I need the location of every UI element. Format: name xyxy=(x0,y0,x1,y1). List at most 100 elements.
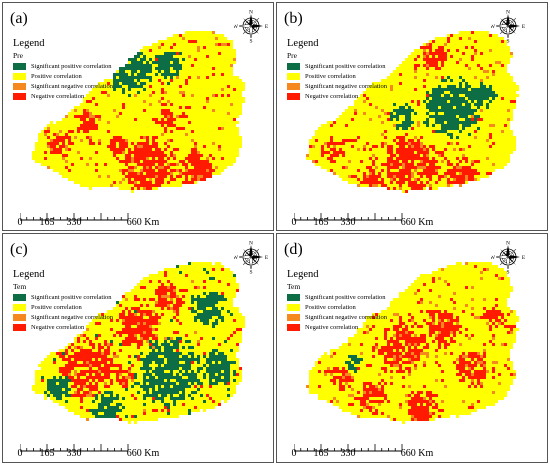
north-arrow-icon: N S W E xyxy=(490,240,526,276)
legend-item-label: Significant positive correlation xyxy=(31,294,112,301)
legend-item: Positive correlation xyxy=(287,72,387,81)
correlation-raster xyxy=(32,262,245,424)
legend-swatch xyxy=(13,63,26,70)
scale-label: 165 xyxy=(313,217,329,228)
legend-variable: Pre xyxy=(13,51,23,60)
legend-item-label: Significant negative correlation xyxy=(305,314,387,321)
compass-w-label: W xyxy=(234,255,239,261)
scale-label: 165 xyxy=(313,448,329,459)
scale-label: 660 Km xyxy=(126,217,160,228)
legend-item: Significant positive correlation xyxy=(287,293,387,302)
legend: Legend Pre Significant positive correlatio… xyxy=(287,38,387,101)
scale-label: 330 xyxy=(66,217,82,228)
legend-swatch xyxy=(13,73,26,80)
legend-variable: Tem xyxy=(13,282,27,291)
scale-label: 660 Km xyxy=(126,448,160,459)
legend-title: Legend xyxy=(13,269,45,280)
correlation-raster xyxy=(306,262,519,424)
legend-item: Positive correlation xyxy=(13,72,113,81)
legend-item-label: Negative correlation xyxy=(305,93,359,100)
compass-s-label: S xyxy=(506,39,509,44)
compass-s-label: S xyxy=(249,39,252,44)
legend-item-label: Significant negative correlation xyxy=(31,314,113,321)
compass-w-label: W xyxy=(491,255,496,261)
compass-s-label: S xyxy=(506,270,509,275)
legend-item-label: Positive correlation xyxy=(31,73,82,80)
scale-label: 0 xyxy=(17,217,23,228)
legend: Legend Pre Significant positive correlatio… xyxy=(13,38,113,101)
legend-item: Positive correlation xyxy=(13,303,113,312)
legend-item: Positive correlation xyxy=(287,303,387,312)
scale-label: 165 xyxy=(39,448,55,459)
compass-n-label: N xyxy=(506,241,510,247)
compass-e-label: E xyxy=(522,255,525,261)
legend-title: Legend xyxy=(287,38,319,49)
legend-item-label: Significant positive correlation xyxy=(31,63,112,70)
legend-item-label: Positive correlation xyxy=(31,304,82,311)
legend-item: Significant positive correlation xyxy=(13,293,113,302)
legend-swatch xyxy=(13,304,26,311)
legend-item: Negative correlation xyxy=(13,92,113,101)
legend-swatch xyxy=(287,314,300,321)
legend-item-label: Significant negative correlation xyxy=(31,83,113,90)
legend: Legend Tem Significant positive correlatio… xyxy=(287,269,387,332)
panel-label: (a) xyxy=(10,10,28,27)
scale-label: 330 xyxy=(340,217,356,228)
legend-item-label: Negative correlation xyxy=(31,93,85,100)
correlation-map xyxy=(32,262,245,424)
compass-w-label: W xyxy=(234,24,239,30)
legend-item: Significant negative correlation xyxy=(287,82,387,91)
legend-item-label: Significant positive correlation xyxy=(305,63,386,70)
legend: Legend Tem Significant positive correlatio… xyxy=(13,269,113,332)
legend-swatch xyxy=(287,324,300,331)
scale-label: 660 Km xyxy=(400,448,434,459)
scale-bar: 0 165 330 660 Km xyxy=(292,439,433,461)
legend-item-label: Significant positive correlation xyxy=(305,294,386,301)
legend-swatch xyxy=(287,83,300,90)
map-panel-a: (a) Legend Pre Significant positive correla… xyxy=(2,2,274,231)
compass-w-label: W xyxy=(491,24,496,30)
scale-label: 660 Km xyxy=(400,217,434,228)
panel-label: (d) xyxy=(284,241,303,258)
legend-swatch xyxy=(13,83,26,90)
map-panel-b: (b) Legend Pre Significant positive correla… xyxy=(276,2,548,231)
map-panel-d: (d) Legend Tem Significant positive correla… xyxy=(276,233,548,463)
legend-item-label: Negative correlation xyxy=(31,324,85,331)
legend-swatch xyxy=(13,314,26,321)
north-arrow-icon: N S W E xyxy=(490,9,526,45)
legend-swatch xyxy=(287,63,300,70)
scale-label: 0 xyxy=(291,217,297,228)
panel-label: (c) xyxy=(10,241,28,258)
legend-item: Negative correlation xyxy=(287,323,387,332)
scale-bar: 0 165 330 660 Km xyxy=(17,439,159,461)
legend-swatch xyxy=(287,73,300,80)
correlation-raster xyxy=(32,31,245,193)
legend-item-label: Negative correlation xyxy=(305,324,359,331)
compass-n-label: N xyxy=(249,10,253,16)
compass-e-label: E xyxy=(265,24,268,30)
scale-bar: 0 165 330 660 Km xyxy=(291,208,433,230)
legend-swatch xyxy=(287,93,300,100)
legend-swatch xyxy=(287,294,300,301)
correlation-map xyxy=(306,262,519,424)
correlation-map xyxy=(32,31,245,193)
legend-item: Significant negative correlation xyxy=(13,313,113,322)
legend-swatch xyxy=(13,93,26,100)
legend-title: Legend xyxy=(13,38,45,49)
legend-title: Legend xyxy=(287,269,319,280)
legend-item: Negative correlation xyxy=(13,323,113,332)
scale-bar: 0 165 330 660 Km xyxy=(17,208,159,230)
legend-swatch xyxy=(13,324,26,331)
correlation-raster xyxy=(306,31,519,193)
panel-label: (b) xyxy=(284,10,303,27)
legend-item: Significant negative correlation xyxy=(13,82,113,91)
correlation-map xyxy=(306,31,519,193)
legend-swatch xyxy=(13,294,26,301)
scale-label: 0 xyxy=(17,448,23,459)
legend-item: Negative correlation xyxy=(287,92,387,101)
legend-variable: Pre xyxy=(287,51,297,60)
legend-item: Significant negative correlation xyxy=(287,313,387,322)
legend-variable: Tem xyxy=(287,282,301,291)
scale-label: 165 xyxy=(39,217,55,228)
north-arrow-icon: N S W E xyxy=(233,9,269,45)
